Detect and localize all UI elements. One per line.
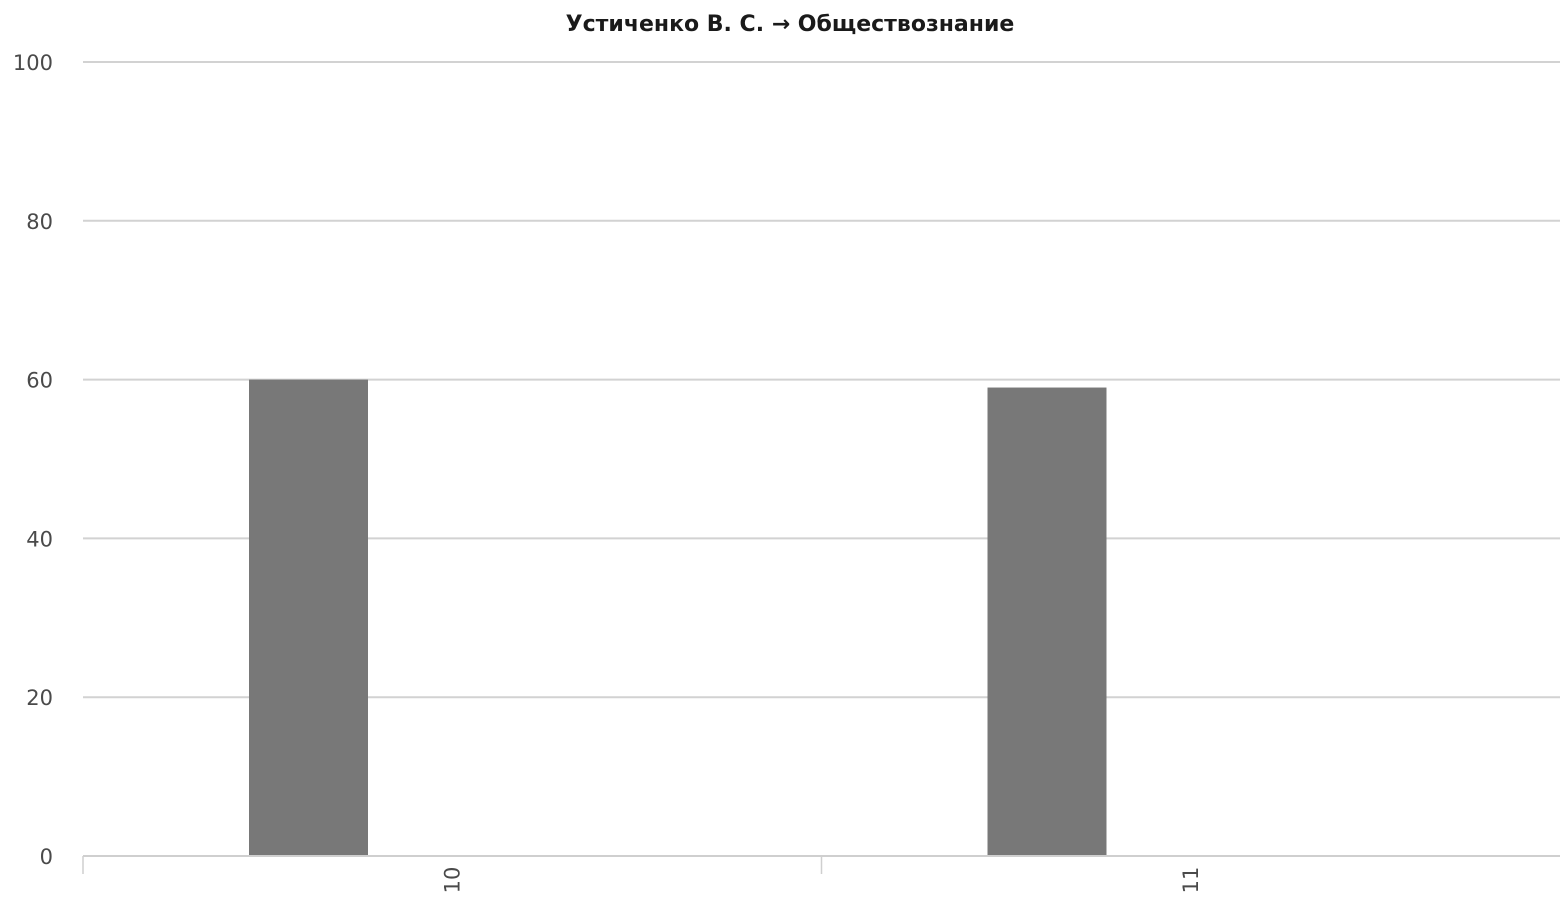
y-tick-label: 0 xyxy=(40,845,53,869)
y-tick-label: 40 xyxy=(26,527,53,551)
x-axis xyxy=(82,855,1560,874)
bar-11 xyxy=(987,387,1107,856)
bar-10 xyxy=(249,379,368,856)
x-tick-label-10: 10 xyxy=(441,867,465,894)
y-tick-label: 60 xyxy=(26,369,53,393)
bars xyxy=(249,379,1107,856)
x-tick-label-11: 11 xyxy=(1179,867,1203,894)
y-tick-label: 100 xyxy=(13,51,53,75)
x-axis-tick-labels: 10 11 xyxy=(441,867,1204,894)
y-tick-label: 80 xyxy=(26,210,53,234)
chart-title: Устиченко В. С. → Обществознание xyxy=(566,12,1015,37)
y-tick-label: 20 xyxy=(26,686,53,710)
y-axis-tick-labels: 0 20 40 60 80 100 xyxy=(13,51,53,869)
